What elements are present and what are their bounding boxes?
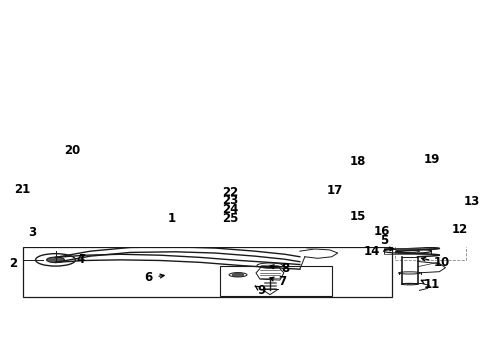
Text: 14: 14	[364, 245, 380, 258]
Text: 19: 19	[423, 153, 440, 166]
Text: 5: 5	[380, 234, 389, 247]
Text: 8: 8	[281, 262, 289, 275]
Bar	[394, 204, 466, 261]
Text: 6: 6	[144, 271, 152, 284]
Text: 20: 20	[64, 144, 81, 157]
Bar	[30, 179, 47, 182]
Text: 22: 22	[222, 186, 238, 199]
Text: 1: 1	[168, 212, 176, 225]
Text: 3: 3	[28, 226, 37, 239]
Circle shape	[232, 273, 244, 276]
Text: 17: 17	[327, 184, 343, 197]
Text: 13: 13	[463, 195, 480, 208]
Text: 9: 9	[258, 284, 266, 297]
Bar	[23, 247, 392, 297]
Bar	[220, 266, 332, 296]
Text: 15: 15	[349, 211, 366, 224]
Text: 7: 7	[278, 275, 286, 288]
Text: 25: 25	[222, 212, 238, 225]
Circle shape	[47, 257, 65, 263]
Text: 23: 23	[222, 194, 238, 207]
Text: 2: 2	[10, 257, 18, 270]
Text: 16: 16	[373, 225, 390, 238]
Text: 24: 24	[222, 203, 238, 216]
Bar	[30, 192, 47, 195]
Bar	[33, 186, 45, 189]
Text: 21: 21	[15, 183, 31, 195]
Text: 10: 10	[433, 256, 449, 269]
Text: 18: 18	[349, 154, 366, 167]
Text: 4: 4	[76, 253, 85, 266]
Text: 12: 12	[451, 223, 467, 236]
Text: 11: 11	[423, 278, 440, 291]
